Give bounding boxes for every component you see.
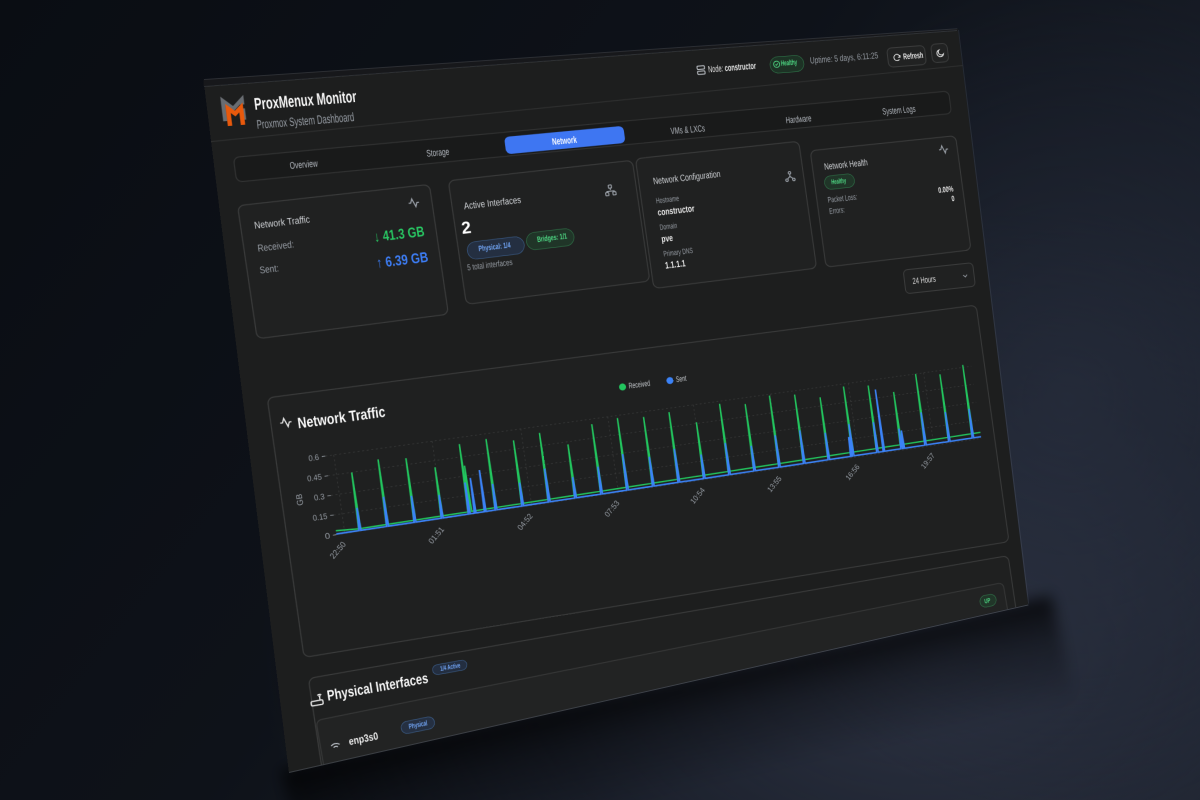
svg-text:01:51: 01:51 (426, 525, 446, 546)
svg-text:19:57: 19:57 (919, 451, 936, 470)
svg-text:0.45: 0.45 (307, 472, 323, 484)
svg-text:0.15: 0.15 (312, 511, 328, 523)
svg-text:16:56: 16:56 (844, 462, 862, 482)
svg-text:13:55: 13:55 (765, 474, 783, 494)
svg-text:07:53: 07:53 (602, 498, 621, 518)
svg-text:0.6: 0.6 (308, 452, 320, 463)
svg-text:GB: GB (294, 493, 306, 506)
svg-text:22:50: 22:50 (328, 540, 348, 561)
svg-text:0: 0 (324, 531, 331, 541)
svg-text:10:54: 10:54 (688, 486, 707, 506)
svg-text:0.3: 0.3 (313, 492, 325, 503)
svg-text:04:52: 04:52 (515, 511, 535, 531)
